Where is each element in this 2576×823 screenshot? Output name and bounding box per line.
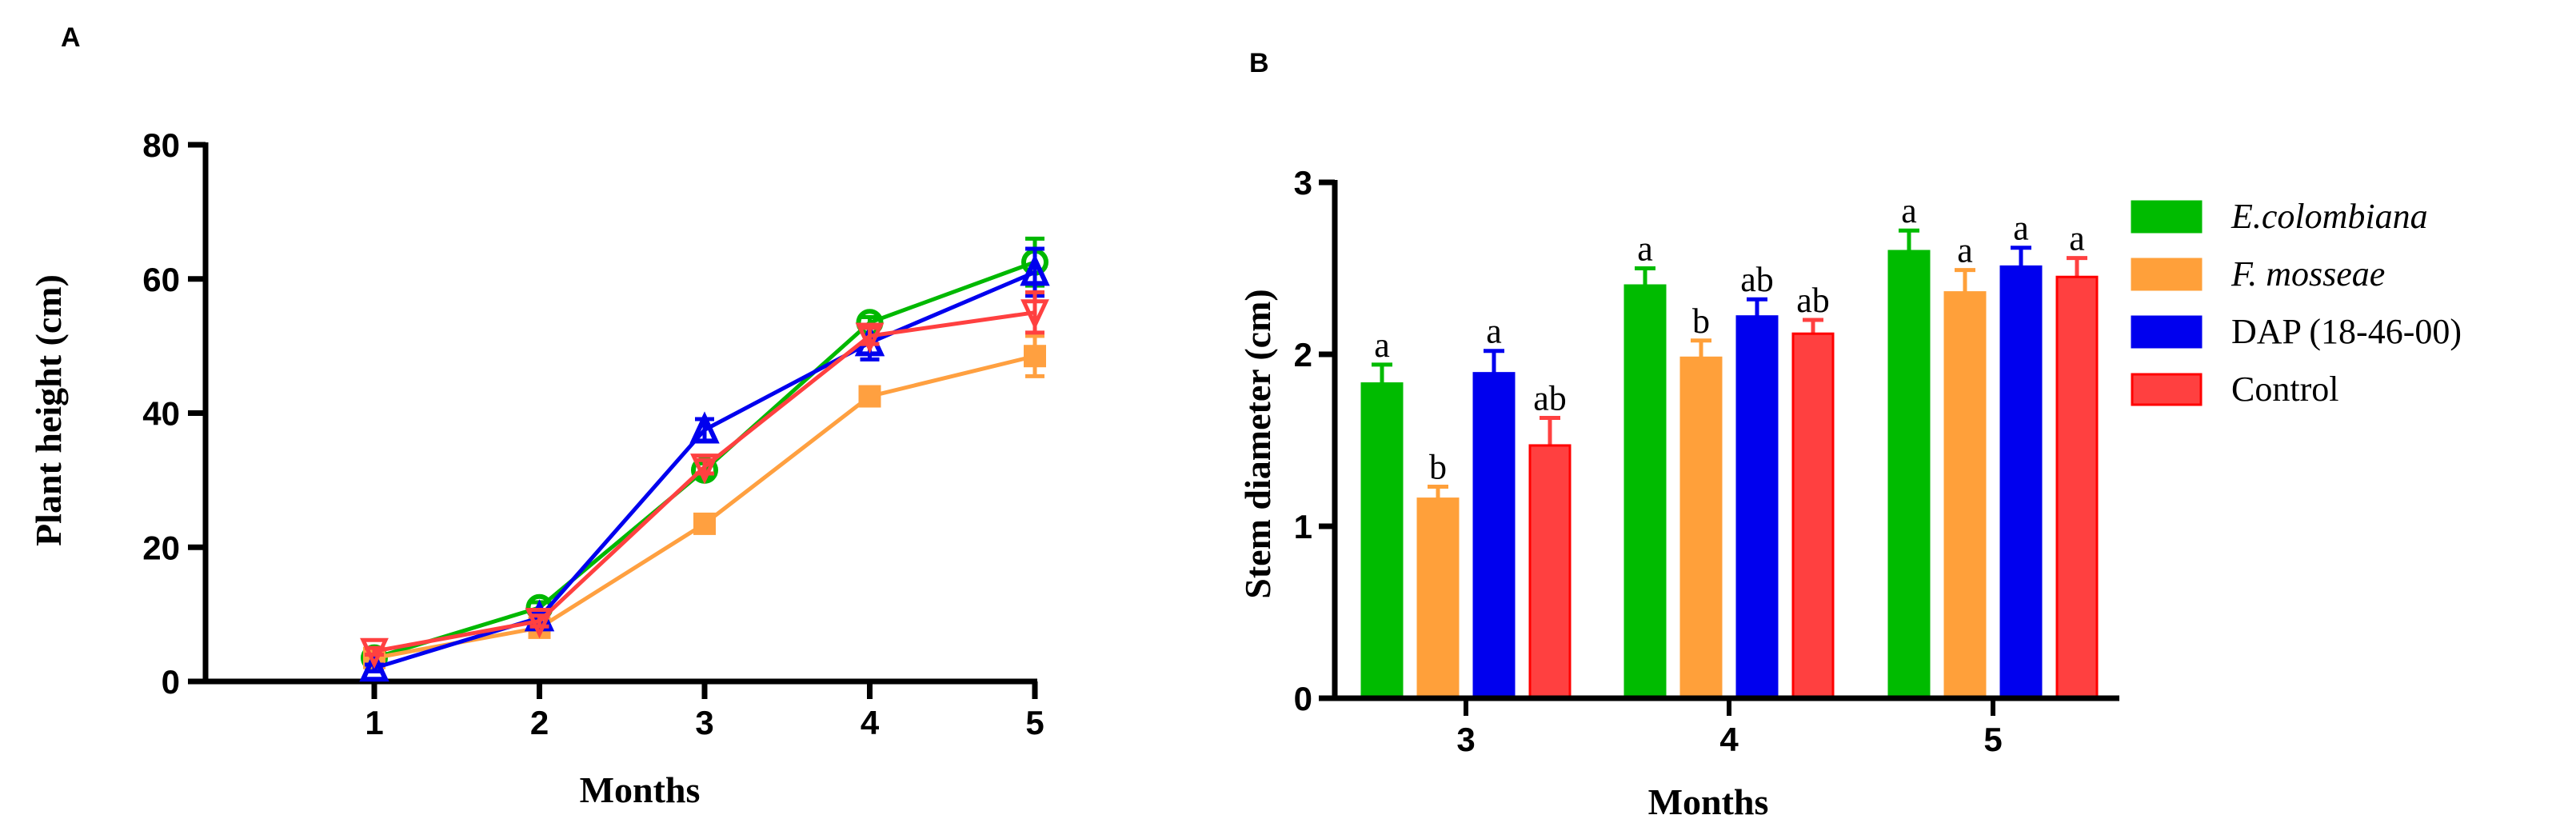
data-point (1024, 345, 1046, 368)
y-tick-label: 2 (1294, 336, 1312, 374)
error-bar (2011, 246, 2031, 267)
significance-letter: a (1901, 191, 1917, 230)
significance-letter: a (1957, 231, 1973, 270)
bar (1416, 497, 1460, 700)
bar (1943, 291, 1987, 700)
chart-a-y-axis-title: Plant height (cm) (28, 274, 69, 546)
bar (1887, 250, 1931, 700)
error-bar (1747, 297, 1767, 317)
legend-swatch (2131, 315, 2203, 349)
error-bar (1899, 228, 1919, 251)
bar (1472, 372, 1516, 700)
x-tick-label: 5 (1983, 721, 2002, 758)
data-point (360, 637, 389, 669)
bar (1528, 444, 1572, 700)
x-tick-label: 1 (365, 704, 383, 741)
significance-letter: a (2013, 209, 2029, 248)
y-tick-label: 40 (142, 395, 180, 433)
significance-letter: ab (1533, 379, 1567, 418)
significance-letter: a (2069, 219, 2085, 258)
chart-b-y-axis-title: Stem diameter (cm) (1237, 289, 1278, 598)
bar (1735, 315, 1779, 700)
legend-label: E.colombiana (2231, 197, 2428, 236)
bar (1679, 356, 1723, 700)
legend-label: Control (2231, 370, 2338, 409)
y-tick-label: 3 (1294, 164, 1312, 202)
y-tick-label: 0 (162, 663, 180, 701)
legend-swatch (2131, 258, 2203, 291)
x-tick-label: 3 (1456, 721, 1475, 758)
data-point (359, 649, 389, 682)
error-bar (1540, 416, 1560, 445)
error-bar (1635, 266, 1655, 286)
y-tick-label: 60 (142, 261, 180, 298)
data-point (689, 411, 720, 444)
data-point (525, 608, 554, 639)
legend-label: DAP (18-46-00) (2231, 312, 2462, 351)
significance-letter: ab (1796, 281, 1830, 320)
data-point (1020, 299, 1049, 330)
legend: E.colombiana F. mosseae DAP (18-46-00) Cont… (2131, 197, 2462, 409)
error-bar (695, 457, 714, 476)
x-tick-label: 5 (1025, 704, 1044, 741)
data-point (855, 322, 885, 354)
chart-b-x-axis-title: Months (1648, 781, 1769, 822)
legend-swatch (2131, 373, 2203, 406)
data-point (858, 385, 881, 408)
x-tick-label: 4 (1719, 721, 1739, 758)
error-bar (1484, 349, 1504, 374)
bar (1360, 382, 1404, 700)
significance-letter: a (1374, 326, 1390, 365)
data-point (1020, 254, 1050, 286)
plant-height-line-chart: 0 20 40 60 80 1 2 3 4 5 (142, 126, 1050, 741)
x-tick-label: 4 (861, 704, 880, 741)
error-bar (1428, 485, 1448, 499)
y-tick-label: 80 (142, 126, 180, 164)
error-bar (1372, 362, 1392, 384)
data-point (693, 512, 716, 535)
y-tick-label: 0 (1294, 680, 1312, 717)
series-line (373, 354, 1036, 661)
error-bar (1803, 318, 1823, 334)
bar (2055, 275, 2099, 700)
error-bar (2067, 256, 2087, 278)
series-f-mosseae (363, 334, 1046, 669)
significance-letter: ab (1740, 260, 1774, 299)
panel-label-b: B (1249, 48, 1269, 78)
bar (1623, 284, 1667, 700)
series-control (360, 290, 1049, 669)
legend-label: F. mosseae (2231, 254, 2385, 294)
x-tick-label: 3 (695, 704, 713, 741)
y-tick-label: 1 (1294, 508, 1312, 545)
error-bar (1955, 268, 1975, 293)
data-point (690, 453, 719, 485)
y-tick-label: 20 (142, 529, 180, 566)
significance-letter: a (1637, 230, 1653, 269)
chart-a-x-axis-title: Months (580, 769, 701, 810)
bar (1999, 265, 2043, 700)
error-bar (860, 326, 880, 346)
bar (1791, 332, 1835, 700)
significance-letter: a (1486, 312, 1502, 351)
error-bar (1691, 338, 1711, 358)
significance-letter: b (1692, 302, 1710, 341)
legend-swatch (2131, 200, 2203, 234)
panel-label-a: A (61, 22, 81, 53)
significance-letter: b (1429, 448, 1447, 487)
x-tick-label: 2 (530, 704, 549, 741)
